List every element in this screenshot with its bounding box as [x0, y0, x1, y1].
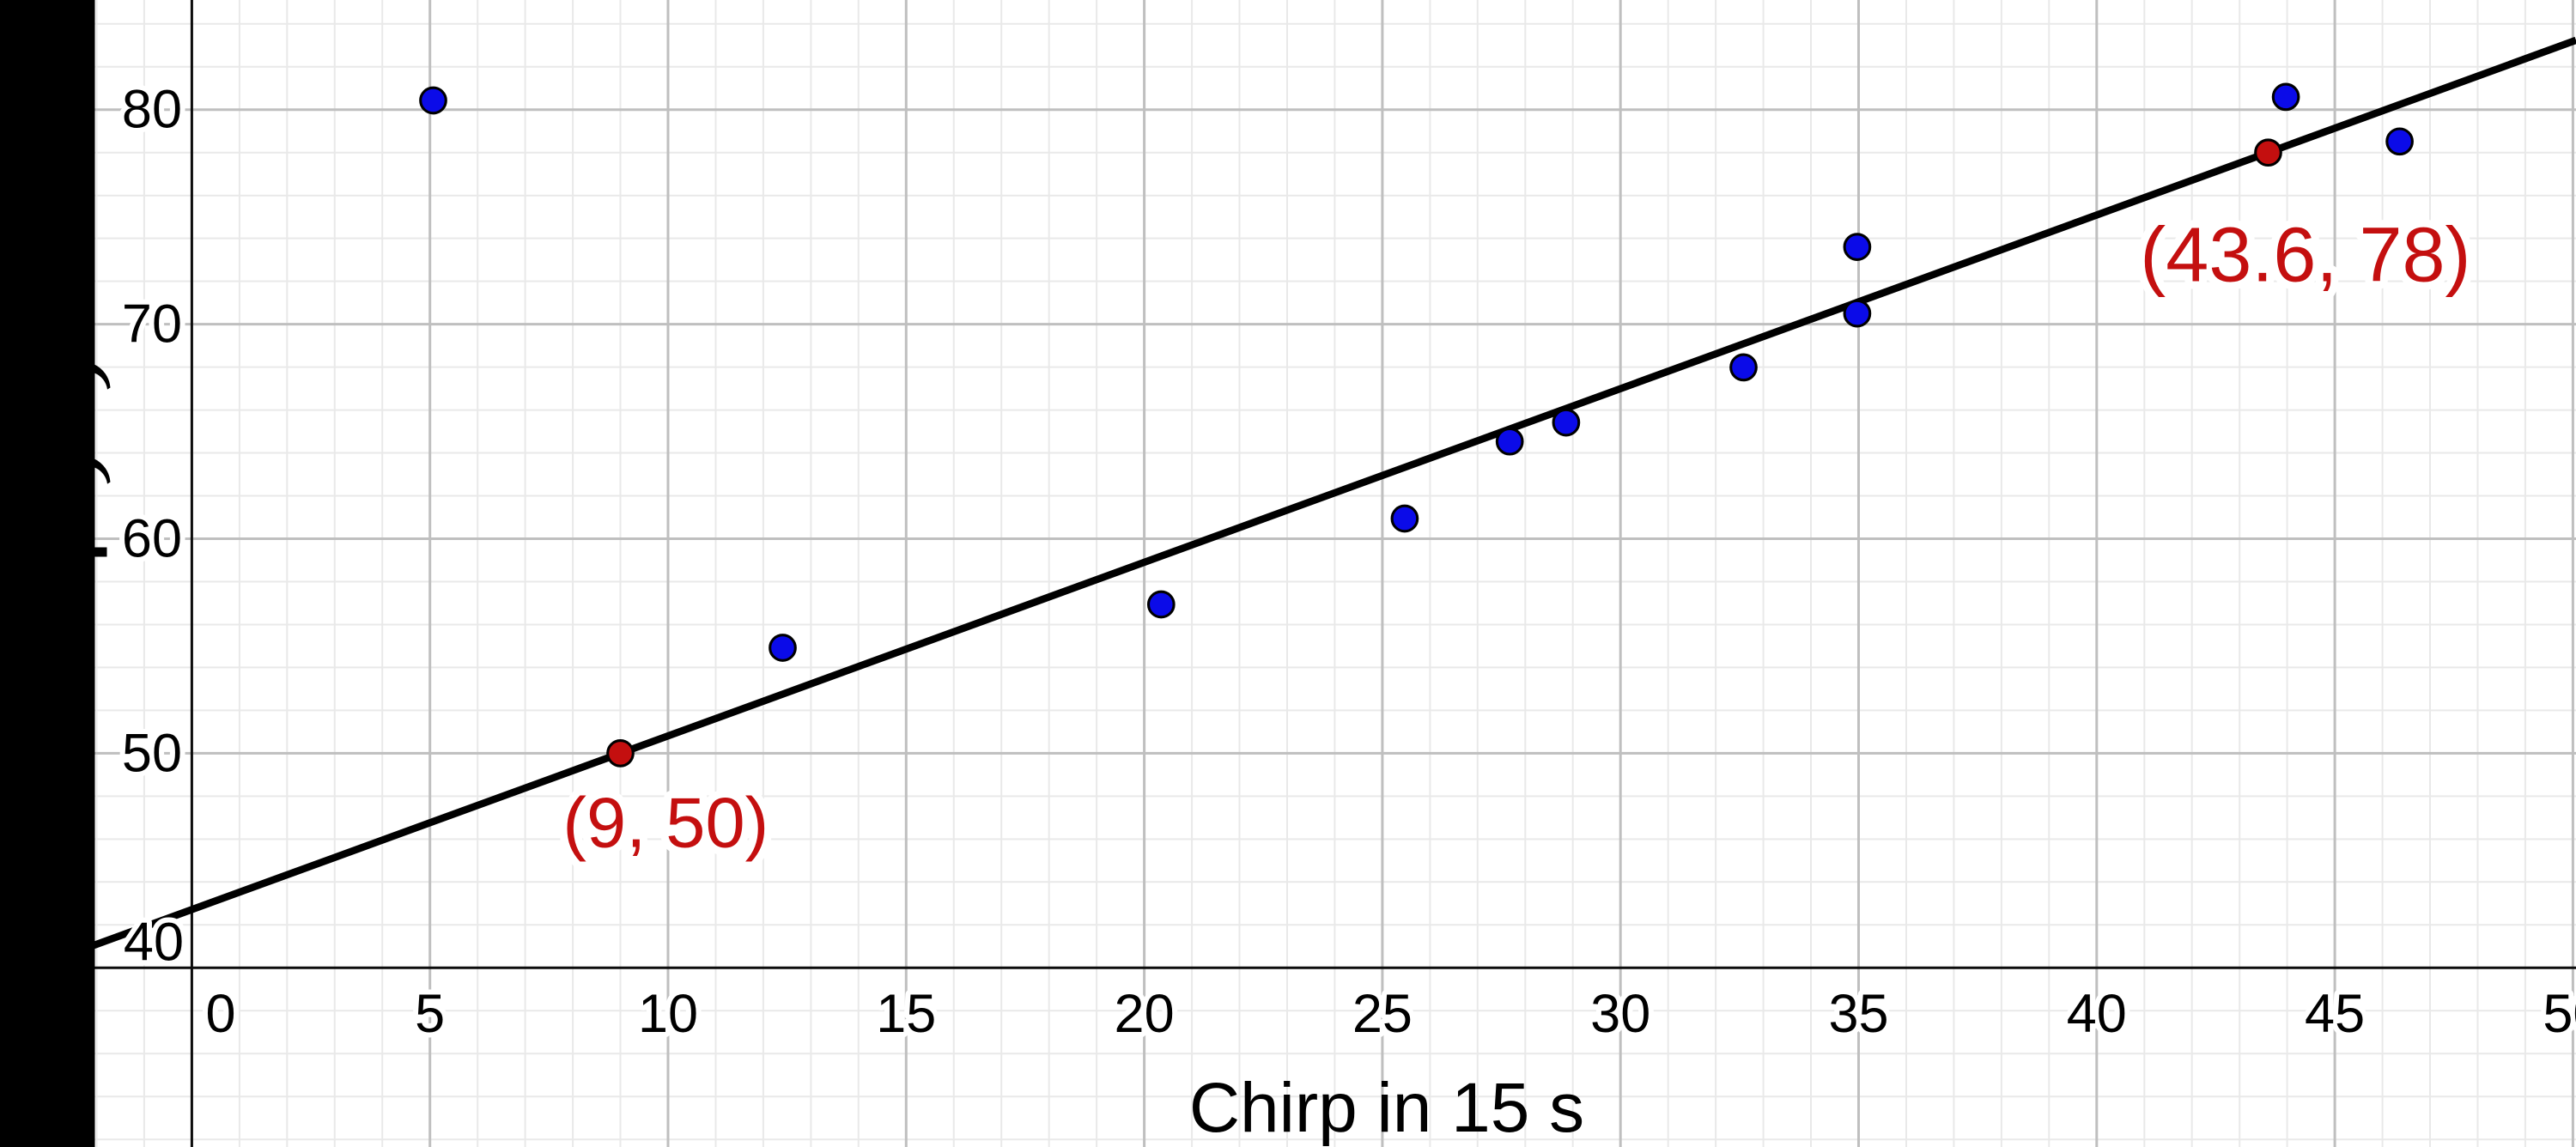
svg-text:(9, 50): (9, 50) — [562, 783, 769, 863]
svg-text:15: 15 — [876, 984, 936, 1044]
svg-text:50: 50 — [2543, 984, 2576, 1044]
svg-text:40: 40 — [2067, 984, 2127, 1044]
svg-text:10: 10 — [638, 984, 698, 1044]
svg-text:45: 45 — [2305, 984, 2365, 1044]
svg-text:60: 60 — [122, 509, 182, 569]
svg-text:35: 35 — [1828, 984, 1888, 1044]
svg-text:80: 80 — [122, 80, 182, 140]
svg-text:25: 25 — [1352, 984, 1413, 1044]
svg-text:40: 40 — [124, 913, 184, 973]
svg-text:30: 30 — [1590, 984, 1650, 1044]
svg-text:70: 70 — [122, 294, 182, 355]
svg-text:5: 5 — [415, 984, 445, 1044]
svg-text:50: 50 — [122, 723, 182, 783]
svg-text:Chirp in 15 s: Chirp in 15 s — [1189, 1069, 1584, 1147]
svg-text:(43.6, 78): (43.6, 78) — [2140, 213, 2470, 299]
svg-text:0: 0 — [205, 984, 235, 1044]
svg-text:20: 20 — [1115, 984, 1175, 1044]
